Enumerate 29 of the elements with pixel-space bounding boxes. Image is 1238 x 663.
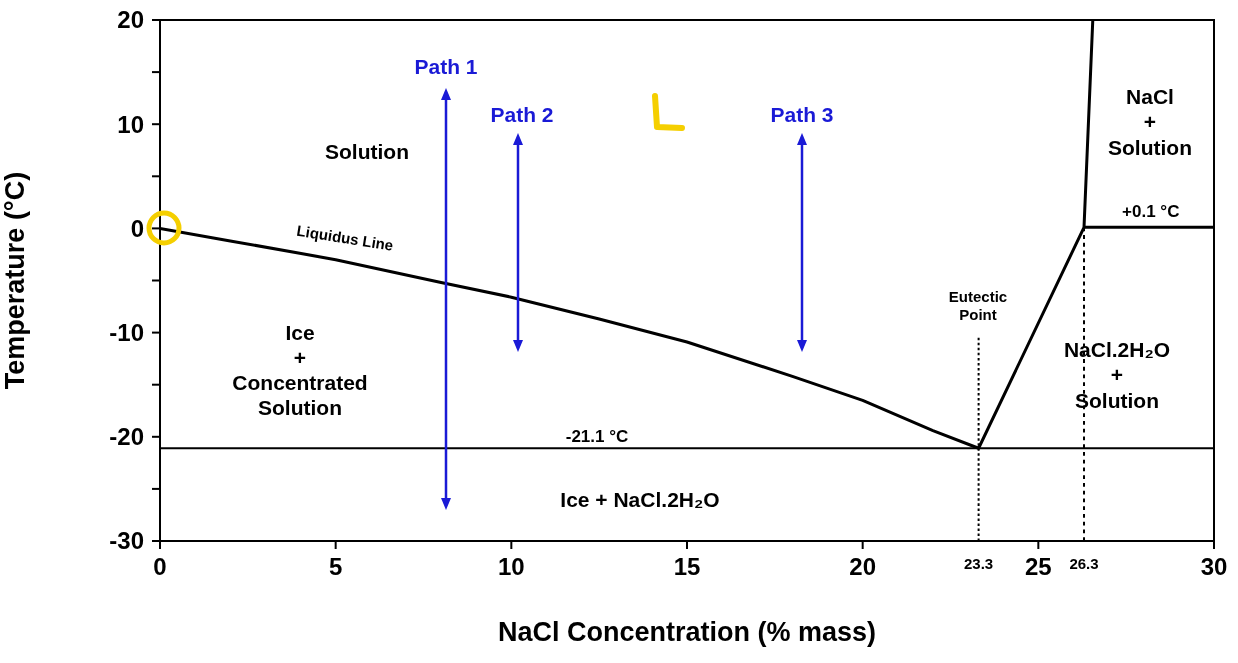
annotation: 26.3 [1069, 555, 1099, 572]
y-tick-label: -20 [109, 423, 144, 451]
annotation: Solution [325, 140, 409, 164]
annotation: Path 1 [414, 55, 478, 79]
annotation: Ice + Concentrated Solution [232, 320, 368, 420]
x-tick-label: 15 [673, 553, 701, 580]
x-tick-label: 25 [1024, 553, 1052, 580]
y-tick-label: 0 [130, 214, 144, 242]
annotation: +0.1 °C [1122, 202, 1180, 222]
annotation: NaCl + Solution [1108, 85, 1192, 159]
x-tick-label: 20 [849, 553, 877, 580]
ref-line-label: -21.1 °C [565, 427, 629, 447]
annotation: Ice + NaCl.2H₂O [560, 488, 720, 512]
annotation: NaCl.2H₂O + Solution [1063, 338, 1171, 412]
annotation: 23.3 [964, 555, 994, 572]
x-tick-label: 10 [497, 553, 525, 580]
annotation: Eutectic Point [948, 288, 1008, 324]
x-tick-label: 30 [1200, 553, 1228, 580]
y-tick-label: 10 [117, 110, 144, 138]
y-axis-title: Temperature (°C) [0, 171, 30, 390]
y-tick-label: -10 [109, 319, 144, 346]
x-tick-label: 5 [328, 553, 343, 580]
annotation: Path 2 [490, 103, 554, 127]
annotation: Path 3 [770, 103, 834, 127]
y-tick-label: -30 [109, 527, 144, 555]
x-axis-title: NaCl Concentration (% mass) [497, 617, 877, 647]
y-tick-label: 20 [117, 6, 144, 34]
x-tick-label: 0 [153, 553, 167, 580]
annotation: Liquidus Line [295, 221, 395, 254]
